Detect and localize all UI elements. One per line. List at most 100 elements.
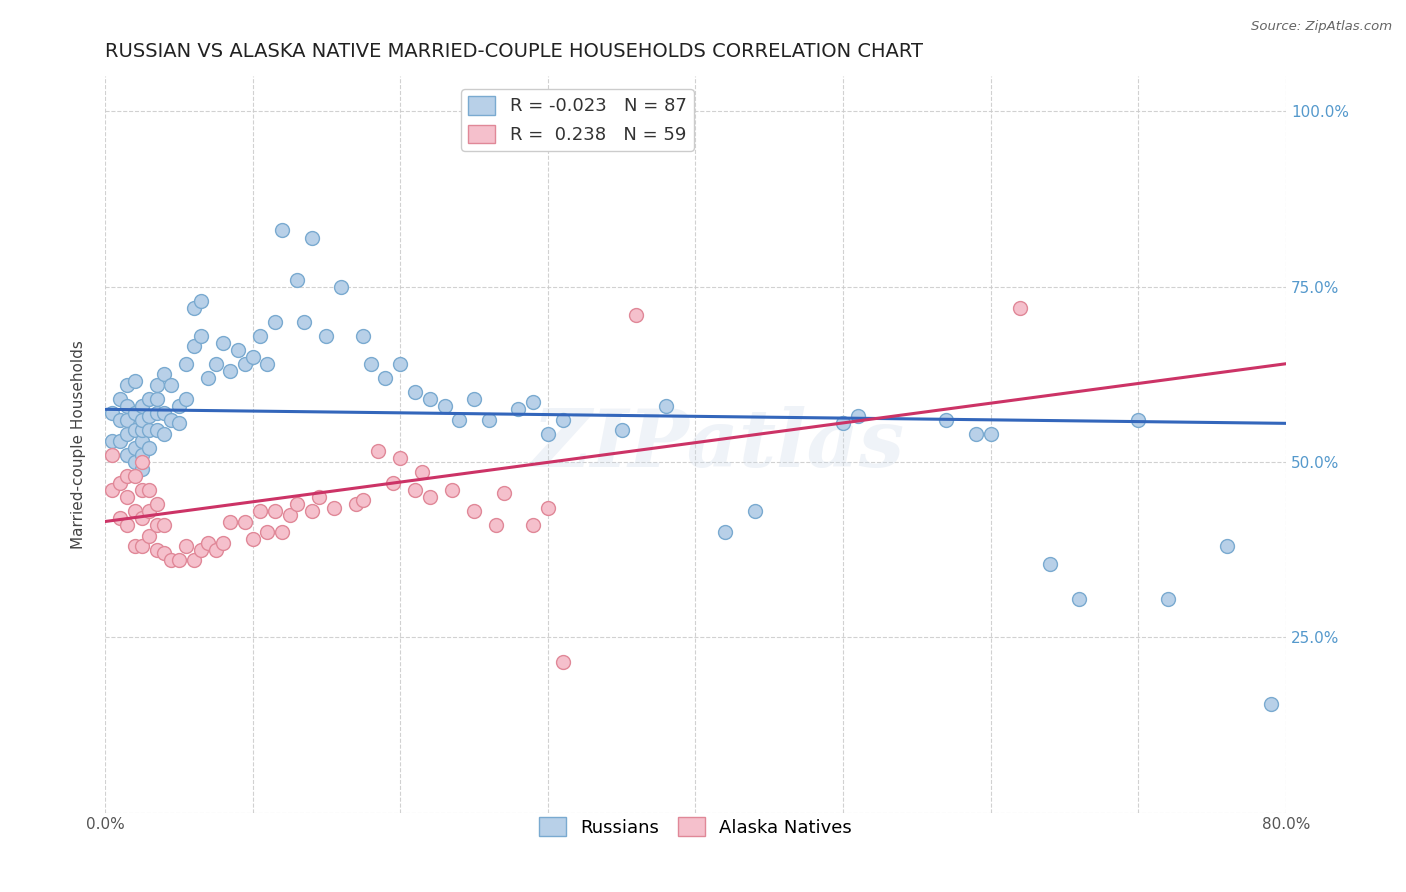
Point [463, 504, 485, 518]
Point [551, 655, 574, 669]
Point [145, 377, 167, 392]
Point [419, 490, 441, 504]
Point [124, 406, 146, 420]
Point [242, 532, 264, 546]
Point [138, 483, 160, 497]
Point [115, 469, 138, 483]
Point [160, 413, 183, 427]
Point [344, 497, 367, 511]
Point [308, 490, 330, 504]
Point [935, 413, 957, 427]
Point [271, 223, 294, 237]
Point [101, 434, 124, 448]
Point [145, 518, 167, 533]
Point [174, 392, 197, 406]
Point [374, 371, 396, 385]
Y-axis label: Married-couple Households: Married-couple Households [72, 340, 86, 549]
Point [404, 384, 426, 399]
Point [271, 524, 294, 539]
Point [352, 493, 374, 508]
Point [153, 406, 176, 420]
Point [233, 515, 256, 529]
Point [389, 357, 412, 371]
Point [440, 483, 463, 497]
Point [478, 413, 501, 427]
Point [463, 392, 485, 406]
Point [124, 469, 146, 483]
Point [190, 542, 212, 557]
Point [131, 511, 153, 525]
Point [411, 466, 433, 480]
Point [1128, 413, 1150, 427]
Point [256, 524, 278, 539]
Point [204, 357, 226, 371]
Point [174, 539, 197, 553]
Point [389, 451, 412, 466]
Point [138, 392, 160, 406]
Point [263, 504, 285, 518]
Point [124, 423, 146, 437]
Point [108, 475, 131, 490]
Point [285, 272, 308, 286]
Point [212, 535, 235, 549]
Point [160, 377, 183, 392]
Point [167, 399, 190, 413]
Point [522, 518, 544, 533]
Point [153, 546, 176, 560]
Point [846, 409, 869, 424]
Point [131, 483, 153, 497]
Point [419, 392, 441, 406]
Point [145, 392, 167, 406]
Point [138, 441, 160, 455]
Point [301, 230, 323, 244]
Point [352, 328, 374, 343]
Point [190, 293, 212, 308]
Point [115, 448, 138, 462]
Point [153, 426, 176, 441]
Point [115, 413, 138, 427]
Point [256, 357, 278, 371]
Point [1260, 697, 1282, 711]
Point [508, 402, 530, 417]
Point [204, 542, 226, 557]
Point [190, 328, 212, 343]
Point [610, 423, 633, 437]
Point [322, 500, 344, 515]
Point [108, 413, 131, 427]
Point [115, 426, 138, 441]
Point [537, 500, 560, 515]
Point [626, 308, 648, 322]
Point [714, 524, 737, 539]
Point [522, 395, 544, 409]
Point [115, 377, 138, 392]
Point [153, 368, 176, 382]
Point [301, 504, 323, 518]
Point [1216, 539, 1239, 553]
Point [174, 357, 197, 371]
Point [233, 357, 256, 371]
Point [115, 518, 138, 533]
Point [124, 374, 146, 388]
Point [153, 518, 176, 533]
Point [1010, 301, 1032, 315]
Point [381, 475, 404, 490]
Point [249, 504, 271, 518]
Point [744, 504, 766, 518]
Point [249, 328, 271, 343]
Point [138, 528, 160, 542]
Point [832, 417, 855, 431]
Point [485, 518, 508, 533]
Point [131, 413, 153, 427]
Point [183, 301, 205, 315]
Point [1157, 591, 1180, 606]
Point [367, 444, 389, 458]
Point [278, 508, 301, 522]
Point [183, 553, 205, 567]
Point [124, 455, 146, 469]
Text: RUSSIAN VS ALASKA NATIVE MARRIED-COUPLE HOUSEHOLDS CORRELATION CHART: RUSSIAN VS ALASKA NATIVE MARRIED-COUPLE … [105, 42, 922, 61]
Point [108, 511, 131, 525]
Point [124, 441, 146, 455]
Point [551, 413, 574, 427]
Point [138, 409, 160, 424]
Point [1069, 591, 1091, 606]
